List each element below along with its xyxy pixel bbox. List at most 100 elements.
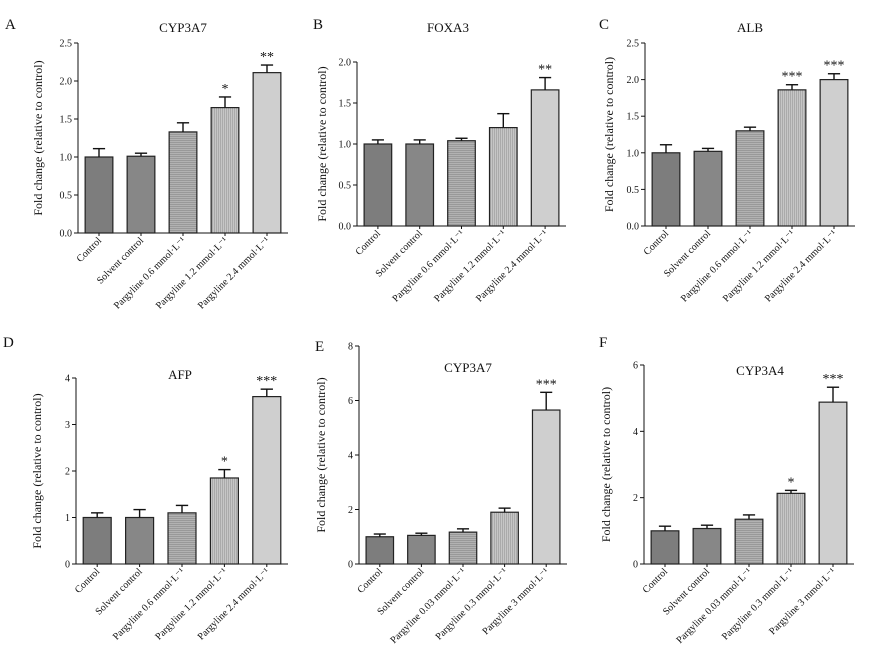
bar	[407, 534, 436, 565]
chart-title: CYP3A7	[159, 20, 207, 35]
significance-label: **	[260, 50, 274, 65]
x-tick-label: Pargyline 1.2 mmol·L⁻¹	[432, 228, 508, 304]
x-tick-label: Pargyline 1.2 mmol·L⁻¹	[154, 235, 230, 311]
y-tick-label: 2	[633, 493, 638, 504]
bar	[531, 409, 561, 565]
bar	[651, 152, 681, 227]
y-axis-label: Fold change (relative to control)	[599, 387, 613, 542]
chart-title: CYP3A4	[736, 363, 784, 378]
x-tick-label: Pargyline 2.4 mmol·L⁻¹	[196, 235, 272, 311]
bar	[84, 156, 114, 234]
y-tick-label: 1.5	[627, 112, 640, 123]
bar	[777, 89, 807, 227]
bar	[448, 531, 478, 565]
panel-letter: F	[599, 335, 607, 351]
x-tick-label: Control	[73, 566, 103, 596]
bar	[530, 89, 560, 227]
x-tick-label: Pargyline 0.03 mmol·L⁻¹	[388, 566, 468, 646]
x-tick-label: Pargyline 0.6 mmol·L⁻¹	[390, 228, 466, 304]
y-tick-label: 1.5	[60, 115, 73, 126]
panel-letter: A	[5, 17, 16, 33]
x-tick-label: Control	[642, 228, 672, 258]
bar	[126, 155, 156, 234]
bar	[252, 396, 282, 565]
bar	[818, 401, 848, 565]
x-tick-label: Pargyline 0.6 mmol·L⁻¹	[111, 566, 187, 642]
bar	[210, 106, 240, 234]
significance-label: *	[221, 455, 228, 470]
chart-panel-c: C ALB Fold change (relative to control) 0.0…	[599, 17, 855, 305]
chart-title: FOXA3	[427, 20, 469, 35]
chart-panel-f: F CYP3A4 Fold change (relative to control)…	[599, 335, 854, 646]
y-tick-label: 1	[65, 513, 70, 524]
chart-panel-b: B FOXA3 Fold change (relative to control) 0…	[313, 17, 566, 305]
y-tick-label: 0.0	[60, 229, 73, 240]
chart-panel-d: D AFP Fold change (relative to control) 0 1 2…	[3, 335, 288, 643]
chart-title: AFP	[168, 367, 192, 382]
y-tick-label: 2.0	[339, 58, 352, 69]
bar	[365, 536, 395, 565]
bar	[734, 518, 764, 565]
y-tick-label: 0.5	[60, 191, 73, 202]
y-tick-label: 0.0	[627, 222, 640, 233]
y-tick-label: 2.5	[60, 39, 73, 50]
y-tick-label: 0.5	[339, 181, 352, 192]
bar	[776, 492, 806, 565]
y-tick-label: 1.5	[339, 99, 352, 110]
x-tick-label: Pargyline 1.2 mmol·L⁻¹	[153, 566, 229, 642]
significance-label: *	[222, 82, 229, 97]
y-tick-label: 4	[65, 374, 70, 385]
x-tick-label: Control	[641, 566, 671, 596]
y-tick-label: 0	[633, 560, 638, 571]
y-axis-label: Fold change (relative to control)	[30, 393, 44, 548]
x-tick-label: Control	[354, 228, 384, 258]
bar	[488, 126, 518, 227]
y-tick-label: 2	[65, 467, 70, 478]
significance-label: ***	[536, 377, 557, 392]
y-axis-label: Fold change (relative to control)	[602, 57, 616, 212]
x-tick-label: Pargyline 2.4 mmol·L⁻¹	[196, 566, 272, 642]
y-tick-label: 0.5	[627, 185, 640, 196]
x-tick-label: Pargyline 0.03 mmol·L⁻¹	[674, 566, 754, 646]
chart-panel-a: A CYP3A7 Fold change (relative to control)…	[5, 17, 288, 312]
x-tick-label: Pargyline 1.2 mmol·L⁻¹	[721, 228, 797, 304]
bar	[363, 143, 393, 227]
panel-letter: D	[3, 335, 14, 351]
bar	[693, 150, 723, 227]
y-axis-label: Fold change (relative to control)	[315, 66, 329, 221]
y-tick-label: 4	[348, 451, 353, 462]
x-tick-label: Control	[75, 235, 105, 265]
significance-label: ***	[256, 374, 277, 389]
panel-letter: C	[599, 17, 609, 33]
chart-title: CYP3A7	[444, 360, 492, 375]
bar	[167, 512, 197, 565]
panel-letter: B	[313, 17, 323, 33]
y-axis-label: Fold change (relative to control)	[314, 377, 328, 532]
x-tick-label: Pargyline 2.4 mmol·L⁻¹	[474, 228, 550, 304]
y-tick-label: 1.0	[339, 140, 352, 151]
bar	[405, 143, 435, 227]
y-tick-label: 3	[65, 420, 70, 431]
bar	[82, 516, 112, 565]
x-tick-label: Pargyline 0.3 mmol·L⁻¹	[434, 566, 510, 642]
y-tick-label: 4	[633, 427, 638, 438]
y-tick-label: 6	[348, 396, 353, 407]
x-tick-label: Pargyline 0.6 mmol·L⁻¹	[679, 228, 755, 304]
bar	[819, 78, 849, 227]
bar	[252, 72, 282, 234]
y-tick-label: 8	[348, 342, 353, 353]
bar	[209, 477, 239, 565]
y-axis-label: Fold change (relative to control)	[31, 60, 45, 215]
bar	[490, 511, 519, 565]
x-tick-label: Pargyline 0.6 mmol·L⁻¹	[112, 235, 188, 311]
y-tick-label: 2.0	[627, 75, 640, 86]
significance-label: ***	[823, 372, 844, 387]
significance-label: ***	[824, 59, 845, 74]
significance-label: ***	[782, 70, 803, 85]
bar	[692, 527, 722, 565]
bar	[650, 530, 680, 565]
y-tick-label: 0.0	[339, 222, 352, 233]
y-tick-label: 2.5	[627, 39, 640, 50]
significance-label: *	[788, 475, 795, 490]
